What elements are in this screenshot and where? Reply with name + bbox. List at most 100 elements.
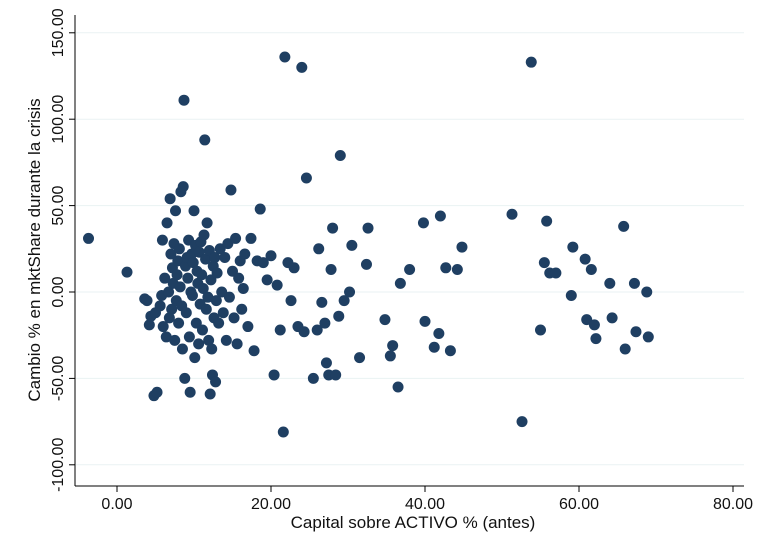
data-point [231,338,243,350]
data-point [233,272,245,284]
data-point [288,262,300,274]
data-point [213,317,225,329]
data-point [567,241,579,253]
data-point [204,388,216,400]
data-point [174,281,186,293]
data-point [338,295,350,307]
points-layer [83,51,654,438]
y-tick-label: 100.00 [50,95,67,144]
data-point [585,264,597,276]
data-point [143,319,155,331]
data-point [535,324,546,336]
data-point [169,334,181,346]
data-point [307,372,319,384]
data-point [404,264,416,276]
data-point [179,372,191,384]
y-tick-label: 150.00 [50,8,67,57]
data-point [387,340,399,352]
data-point [214,243,226,255]
data-point [230,232,242,244]
data-point [525,56,537,68]
data-point [451,264,463,276]
data-point [172,255,184,267]
data-point [171,269,183,281]
data-point [161,217,173,229]
data-point [210,376,222,388]
data-point [245,232,257,244]
data-point [550,267,562,279]
data-point [180,307,192,319]
data-point [606,312,618,324]
data-point [228,312,240,324]
data-point [330,369,342,381]
data-point [242,321,254,333]
data-point [261,274,273,286]
data-point [344,286,356,298]
data-point [225,184,237,196]
data-point [456,241,468,253]
data-point [298,326,310,338]
data-point [434,210,446,222]
data-point [203,334,215,346]
data-point [196,269,208,281]
data-point [193,338,205,350]
data-point [173,317,185,329]
data-point [202,291,214,303]
data-point [516,416,528,428]
data-point [334,149,346,161]
data-point [417,217,429,229]
data-point [151,386,163,398]
data-point [444,345,456,357]
data-point [285,295,297,307]
data-point [354,352,366,364]
data-point [177,181,189,193]
data-point [156,234,168,246]
data-point [277,426,289,438]
data-point [236,303,248,315]
data-point [392,381,404,393]
data-point [362,222,374,234]
data-point [211,267,223,279]
data-point [200,253,212,265]
data-point [279,51,291,63]
data-point [239,248,251,260]
data-point [182,272,194,284]
data-point [83,232,95,244]
data-point [163,312,175,324]
data-point [296,61,308,73]
data-point [183,331,195,343]
data-point [248,345,260,357]
data-point [619,343,631,355]
data-point [628,277,640,289]
data-point [604,277,616,289]
data-point [579,253,591,265]
data-point [541,215,553,227]
data-point [187,257,199,269]
y-tick-label: -50.00 [50,356,67,401]
data-point [188,205,200,217]
data-point [199,134,211,146]
data-point [165,248,177,260]
data-point [223,291,235,303]
data-point [159,272,171,284]
data-point [163,286,175,298]
data-point [141,295,153,307]
data-point [197,283,209,295]
x-tick-label: 60.00 [559,496,599,513]
y-tick-label: -100.00 [50,438,67,492]
data-point [196,324,208,336]
data-point [346,239,358,251]
data-point [257,257,269,269]
data-point [384,350,396,362]
x-axis-title: Capital sobre ACTIVO % (antes) [291,513,536,532]
data-point [254,203,266,215]
data-point [641,286,653,298]
data-point [222,238,234,250]
data-point [170,205,182,217]
data-point [433,327,445,339]
data-point [216,286,228,298]
y-axis-ticks: -100.00 -50.00 0.00 50.00 100.00 150.00 [50,8,75,492]
data-point [506,208,518,220]
